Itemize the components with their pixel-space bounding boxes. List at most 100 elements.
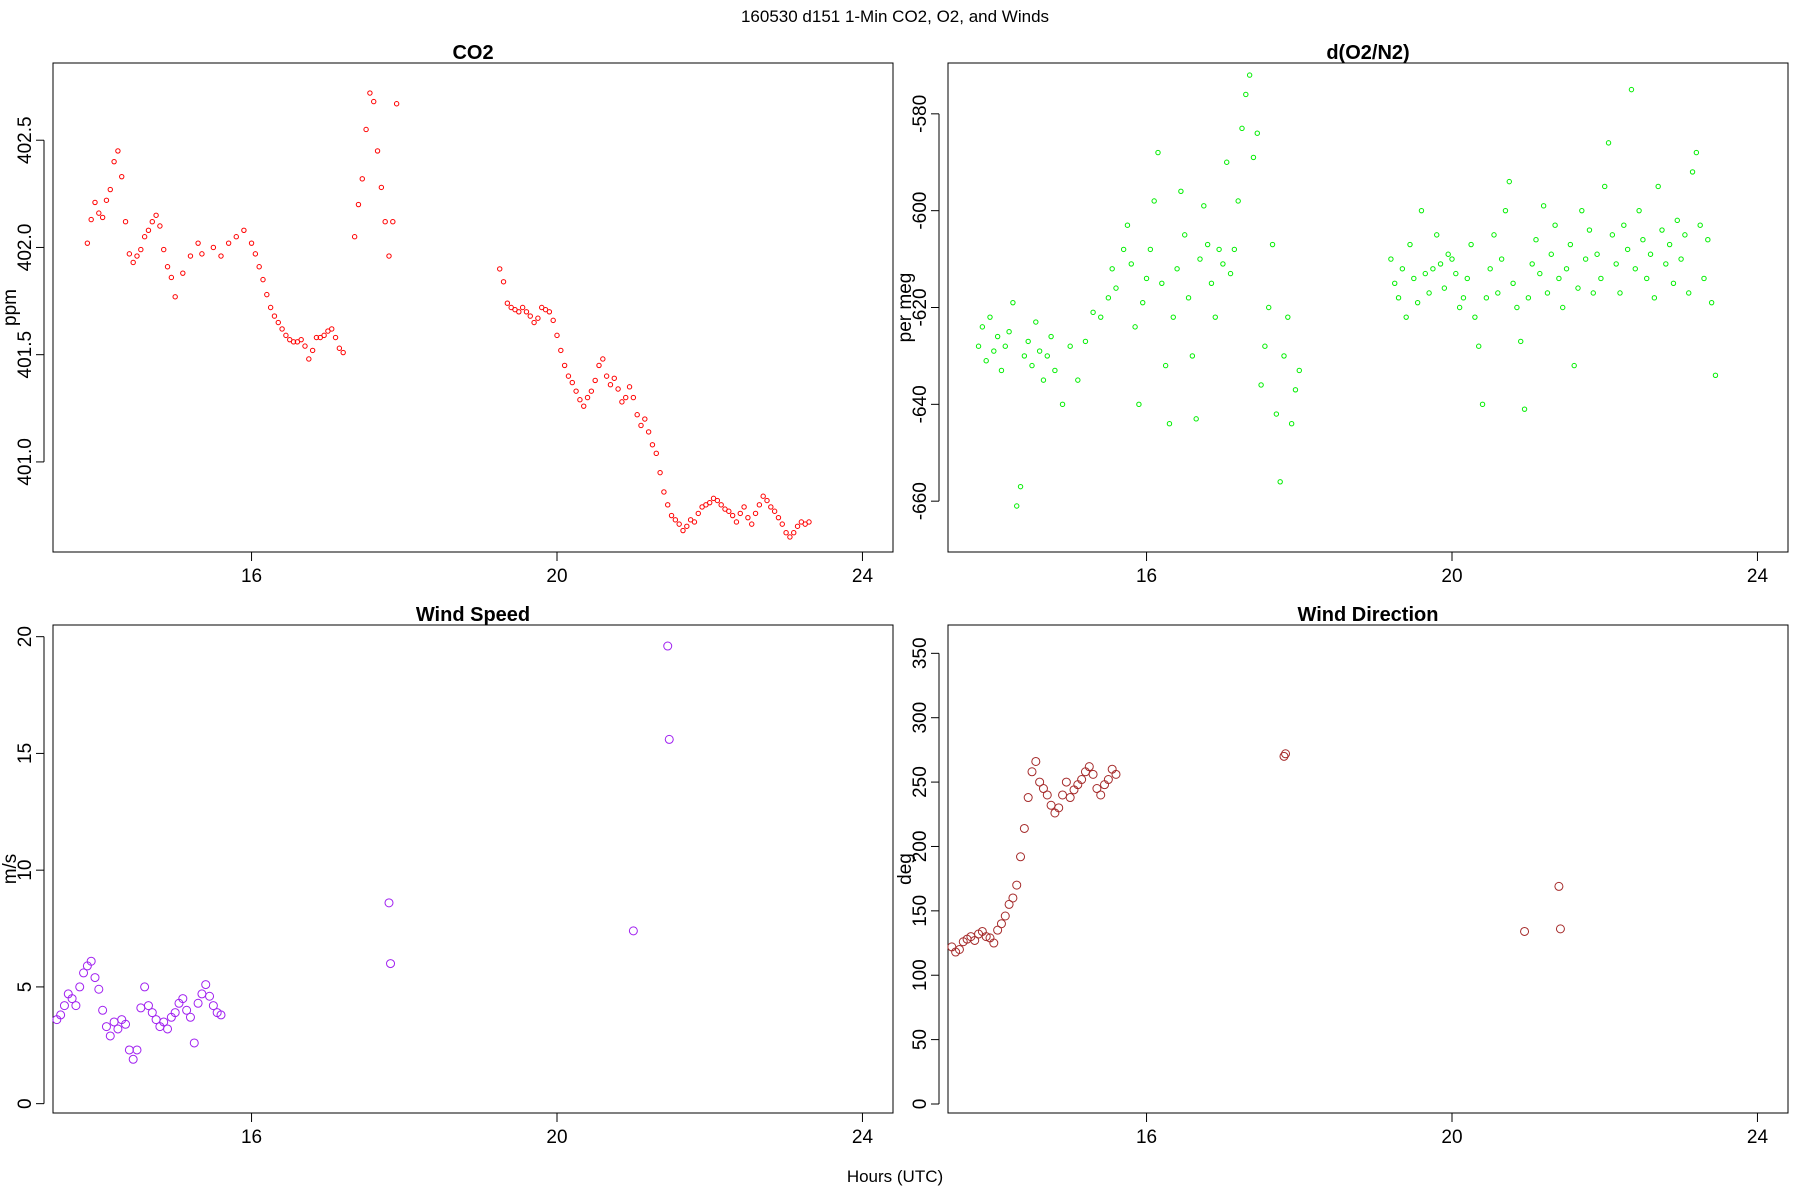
data-point bbox=[1243, 91, 1249, 98]
data-point bbox=[168, 274, 175, 281]
data-point bbox=[970, 935, 980, 945]
data-point bbox=[1624, 246, 1631, 253]
data-point bbox=[1411, 275, 1417, 282]
data-point bbox=[1678, 256, 1684, 262]
data-point bbox=[1548, 251, 1554, 257]
data-point bbox=[1036, 348, 1043, 354]
data-point bbox=[386, 959, 396, 969]
data-point bbox=[1556, 275, 1562, 282]
x-tick-label: 20 bbox=[546, 566, 567, 587]
data-point bbox=[1212, 314, 1218, 320]
data-point bbox=[1567, 241, 1574, 248]
data-point bbox=[554, 332, 560, 339]
data-point bbox=[596, 362, 602, 369]
data-point bbox=[1388, 256, 1394, 262]
data-points bbox=[947, 749, 1565, 957]
data-point bbox=[241, 227, 247, 233]
data-points bbox=[975, 72, 1719, 509]
data-point bbox=[1185, 295, 1192, 301]
data-point bbox=[1594, 251, 1600, 257]
data-point bbox=[1067, 343, 1073, 349]
data-point bbox=[1655, 183, 1661, 190]
data-point bbox=[756, 502, 763, 508]
data-point bbox=[1044, 353, 1050, 359]
data-point bbox=[1088, 769, 1098, 779]
y-tick-label: 50 bbox=[910, 1029, 931, 1050]
data-point bbox=[707, 499, 713, 506]
y-axis: 401.0 401.5 402.0 402.5 bbox=[15, 116, 45, 486]
data-point bbox=[197, 989, 207, 999]
data-point bbox=[107, 186, 113, 193]
data-point bbox=[172, 294, 178, 300]
data-point bbox=[684, 523, 690, 529]
data-point bbox=[363, 126, 369, 133]
data-point bbox=[1697, 222, 1703, 228]
data-point bbox=[1077, 775, 1087, 785]
data-point bbox=[531, 319, 537, 326]
data-point bbox=[332, 334, 339, 341]
data-point bbox=[98, 1005, 108, 1015]
panel-title: CO2 bbox=[452, 42, 493, 64]
data-point bbox=[1204, 241, 1211, 248]
data-point bbox=[71, 1001, 81, 1011]
data-point bbox=[1422, 270, 1428, 277]
data-point bbox=[309, 347, 316, 354]
data-point bbox=[1472, 314, 1478, 320]
data-point bbox=[1031, 756, 1041, 766]
data-point bbox=[1023, 793, 1033, 803]
x-tick-label: 24 bbox=[852, 1127, 874, 1148]
data-point bbox=[94, 984, 104, 994]
data-point bbox=[1663, 261, 1669, 267]
data-point bbox=[1128, 261, 1134, 267]
x-tick-label: 16 bbox=[1136, 1127, 1157, 1148]
y-axis: 0 5 10 15 20 bbox=[15, 626, 45, 1109]
data-point bbox=[1059, 401, 1066, 408]
data-point bbox=[668, 512, 675, 519]
x-axis: 16 20 24 bbox=[1136, 552, 1768, 587]
data-point bbox=[1096, 790, 1106, 800]
data-point bbox=[497, 266, 503, 272]
data-point bbox=[313, 334, 320, 341]
data-point bbox=[157, 223, 163, 229]
data-point bbox=[1705, 237, 1711, 243]
data-point bbox=[1220, 261, 1226, 267]
data-point bbox=[371, 98, 377, 105]
data-point bbox=[208, 1001, 218, 1011]
data-point bbox=[1075, 377, 1081, 383]
y-tick-label: 150 bbox=[910, 895, 931, 927]
data-point bbox=[584, 394, 591, 401]
data-point bbox=[1140, 299, 1146, 306]
data-point bbox=[1019, 823, 1029, 833]
data-point bbox=[164, 264, 171, 270]
data-point bbox=[1061, 777, 1071, 787]
data-point bbox=[336, 345, 343, 351]
data-points bbox=[52, 641, 674, 1064]
data-point bbox=[126, 251, 133, 257]
data-point bbox=[1701, 275, 1707, 282]
data-point bbox=[178, 994, 188, 1004]
data-point bbox=[1029, 362, 1035, 369]
data-point bbox=[676, 521, 682, 527]
data-point bbox=[1092, 784, 1102, 794]
data-point bbox=[119, 173, 125, 180]
data-point bbox=[256, 264, 262, 270]
y-tick-label: -660 bbox=[910, 482, 931, 520]
data-point bbox=[1159, 280, 1165, 286]
data-point bbox=[205, 991, 215, 1001]
data-point bbox=[1002, 343, 1008, 349]
data-point bbox=[1510, 280, 1516, 286]
data-point bbox=[79, 968, 89, 978]
data-point bbox=[1689, 169, 1696, 175]
data-point bbox=[1042, 790, 1052, 800]
data-point bbox=[1605, 140, 1612, 146]
data-point bbox=[628, 926, 638, 936]
data-point bbox=[185, 1012, 195, 1022]
data-point bbox=[1418, 207, 1425, 214]
data-point bbox=[1182, 232, 1188, 238]
data-point bbox=[384, 898, 394, 908]
chart-panels: CO2 ppm 16 20 24 401.0 401.5 402.0 402.5 d(O2/N2)… bbox=[0, 42, 1789, 1148]
data-point bbox=[1189, 353, 1196, 359]
data-point bbox=[979, 324, 986, 330]
data-point bbox=[147, 1008, 157, 1018]
figure-title: 160530 d151 1-Min CO2, O2, and Winds bbox=[741, 7, 1049, 26]
